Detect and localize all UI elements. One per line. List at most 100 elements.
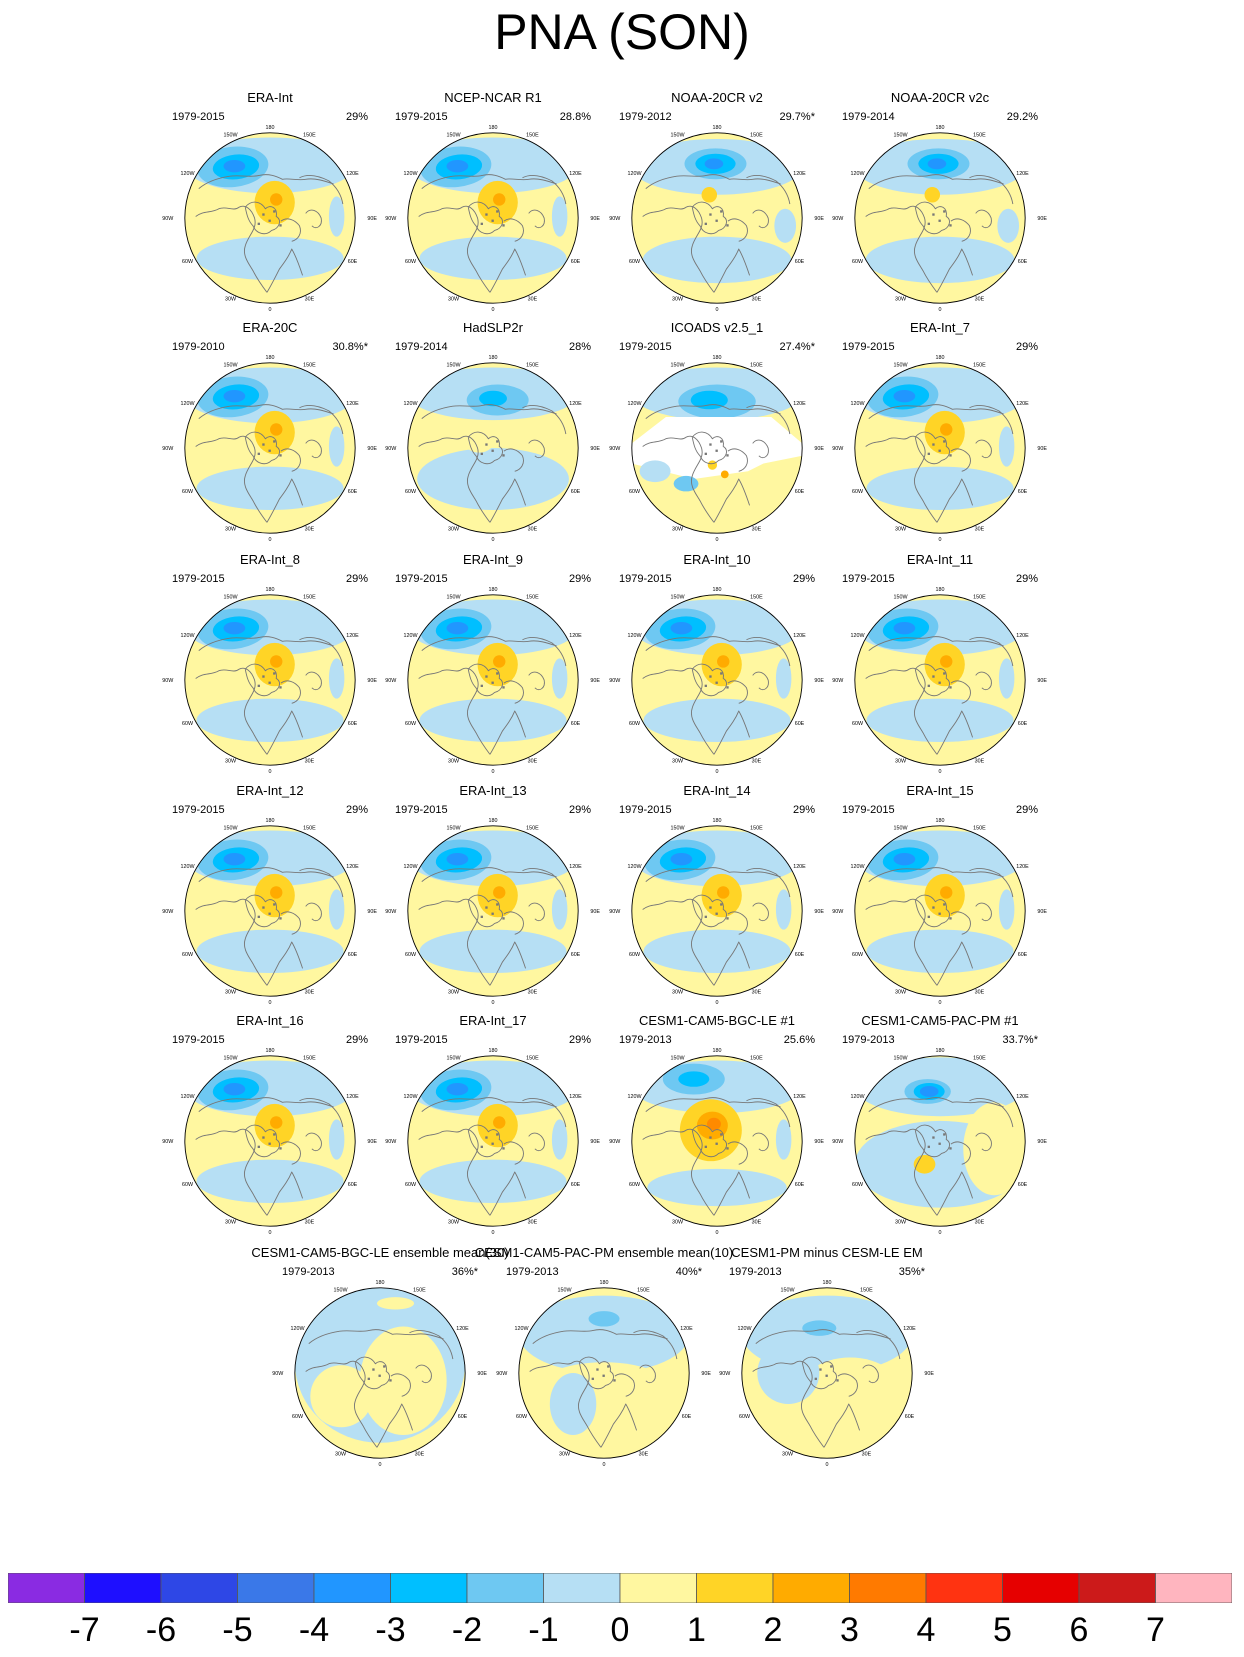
- island: [268, 912, 271, 915]
- contour-region: [328, 1119, 345, 1160]
- coordinate-label: 150W: [781, 1287, 796, 1293]
- coordinate-label: 90E: [814, 678, 824, 684]
- contour-region: [866, 466, 1014, 511]
- coordinate-label: 30W: [895, 989, 907, 995]
- coastline: [633, 1330, 678, 1360]
- coordinate-label: 120E: [793, 864, 806, 870]
- coastline: [503, 218, 524, 242]
- island: [943, 672, 946, 675]
- contour-region: [493, 886, 506, 899]
- coordinate-label: 30E: [528, 296, 538, 302]
- contour-region: [643, 698, 791, 743]
- coordinate-label: 60E: [1018, 489, 1028, 495]
- coastline: [280, 1141, 301, 1165]
- coordinate-label: 120E: [456, 1326, 469, 1332]
- coordinate-label: 180: [936, 125, 945, 131]
- map-panel: ERA-Int_16 1979-2015 29% 180 150W 150E 120W 120…: [160, 1013, 380, 1245]
- coordinate-label: 120W: [738, 1326, 753, 1332]
- coastline: [467, 431, 503, 465]
- coastline: [713, 710, 751, 755]
- coordinate-label: 30E: [975, 296, 985, 302]
- coordinate-label: 60W: [182, 952, 194, 958]
- contour-region: [328, 196, 345, 237]
- coordinate-label: 90W: [162, 216, 174, 222]
- coastline: [489, 248, 527, 293]
- map-border: [854, 594, 1026, 766]
- coastline: [421, 867, 557, 882]
- coastline: [266, 248, 304, 293]
- contour-region: [270, 655, 283, 668]
- polar-map: 180 150W 150E 120W 120E 90W 90E 60W 60E 30W 30E 0: [609, 587, 824, 775]
- island: [836, 1379, 839, 1382]
- coordinate-label: 60W: [405, 952, 417, 958]
- coordinate-label: 60E: [348, 259, 358, 265]
- island: [491, 449, 494, 452]
- coordinate-label: 0: [379, 1462, 382, 1468]
- coordinate-label: 60W: [852, 259, 864, 265]
- coordinate-label: 90E: [1037, 1139, 1047, 1145]
- map-panel: CESM1-CAM5-BGC-LE #1 1979-2013 25.6% 180 150…: [607, 1013, 827, 1245]
- coordinate-label: 60W: [405, 259, 417, 265]
- coastline: [266, 1171, 304, 1216]
- island: [491, 219, 494, 222]
- coordinate-label: 90W: [496, 1371, 508, 1377]
- coordinate-label: 60W: [629, 721, 641, 727]
- coordinate-label: 30W: [448, 296, 460, 302]
- island: [273, 440, 276, 443]
- colorbar-swatch: [313, 1573, 391, 1603]
- coordinate-label: 30W: [559, 1451, 571, 1457]
- coastline: [244, 431, 280, 465]
- coordinate-label: 30W: [895, 526, 907, 532]
- coastline: [244, 201, 280, 235]
- contour-region: [518, 1295, 690, 1374]
- coordinate-label: 60W: [182, 1182, 194, 1188]
- colorbar-swatch: [619, 1573, 697, 1603]
- island: [496, 1133, 499, 1136]
- coordinate-label: 180: [489, 818, 498, 824]
- island: [704, 915, 707, 919]
- coastline: [837, 1373, 858, 1397]
- colorbar-tick-label: 3: [840, 1611, 859, 1649]
- coastline: [421, 174, 557, 189]
- contour-region: [647, 1168, 787, 1207]
- coordinate-label: 150W: [224, 132, 239, 138]
- coastline: [529, 1360, 602, 1448]
- coordinate-label: 0: [939, 1230, 942, 1236]
- coordinate-label: 150W: [447, 825, 462, 831]
- coordinate-label: 180: [936, 818, 945, 824]
- coordinate-label: 60W: [182, 259, 194, 265]
- island: [825, 1374, 828, 1377]
- coastline: [418, 1128, 491, 1216]
- island: [819, 1368, 822, 1371]
- island: [938, 449, 941, 452]
- coordinate-label: 150W: [671, 825, 686, 831]
- coordinate-label: 120W: [181, 171, 196, 177]
- coordinate-label: 90E: [814, 909, 824, 915]
- coastline: [528, 671, 545, 691]
- coordinate-label: 180: [713, 818, 722, 824]
- coastline: [862, 1364, 879, 1384]
- coastline: [195, 205, 268, 293]
- polar-map: 180 150W 150E 120W 120E 90W 90E 60W 60E 30W 30E 0: [609, 818, 824, 1006]
- coastline: [868, 174, 1004, 189]
- polar-map: 180 150W 150E 120W 120E 90W 90E 60W 60E 30W 30E 0: [496, 1280, 711, 1468]
- contour-region: [940, 655, 953, 668]
- coordinate-label: 150W: [894, 1055, 909, 1061]
- contour-region: [678, 1071, 710, 1087]
- coastline: [280, 218, 301, 242]
- coastline: [752, 1360, 825, 1448]
- coordinate-label: 90W: [609, 909, 621, 915]
- coastline: [280, 911, 301, 935]
- island: [262, 213, 265, 216]
- panel-variance-percent: 33.7%*: [1002, 1034, 1038, 1046]
- island: [943, 903, 946, 906]
- coordinate-label: 90W: [385, 678, 397, 684]
- coordinate-label: 60E: [795, 1182, 805, 1188]
- map-border: [407, 594, 579, 766]
- contour-region: [706, 1117, 721, 1131]
- polar-map: 180 150W 150E 120W 120E 90W 90E 60W 60E 30W 30E 0: [162, 818, 377, 1006]
- coastline: [489, 941, 527, 986]
- island: [726, 1147, 729, 1150]
- panel-years: 1979-2015: [842, 804, 895, 816]
- contour-region: [328, 889, 345, 930]
